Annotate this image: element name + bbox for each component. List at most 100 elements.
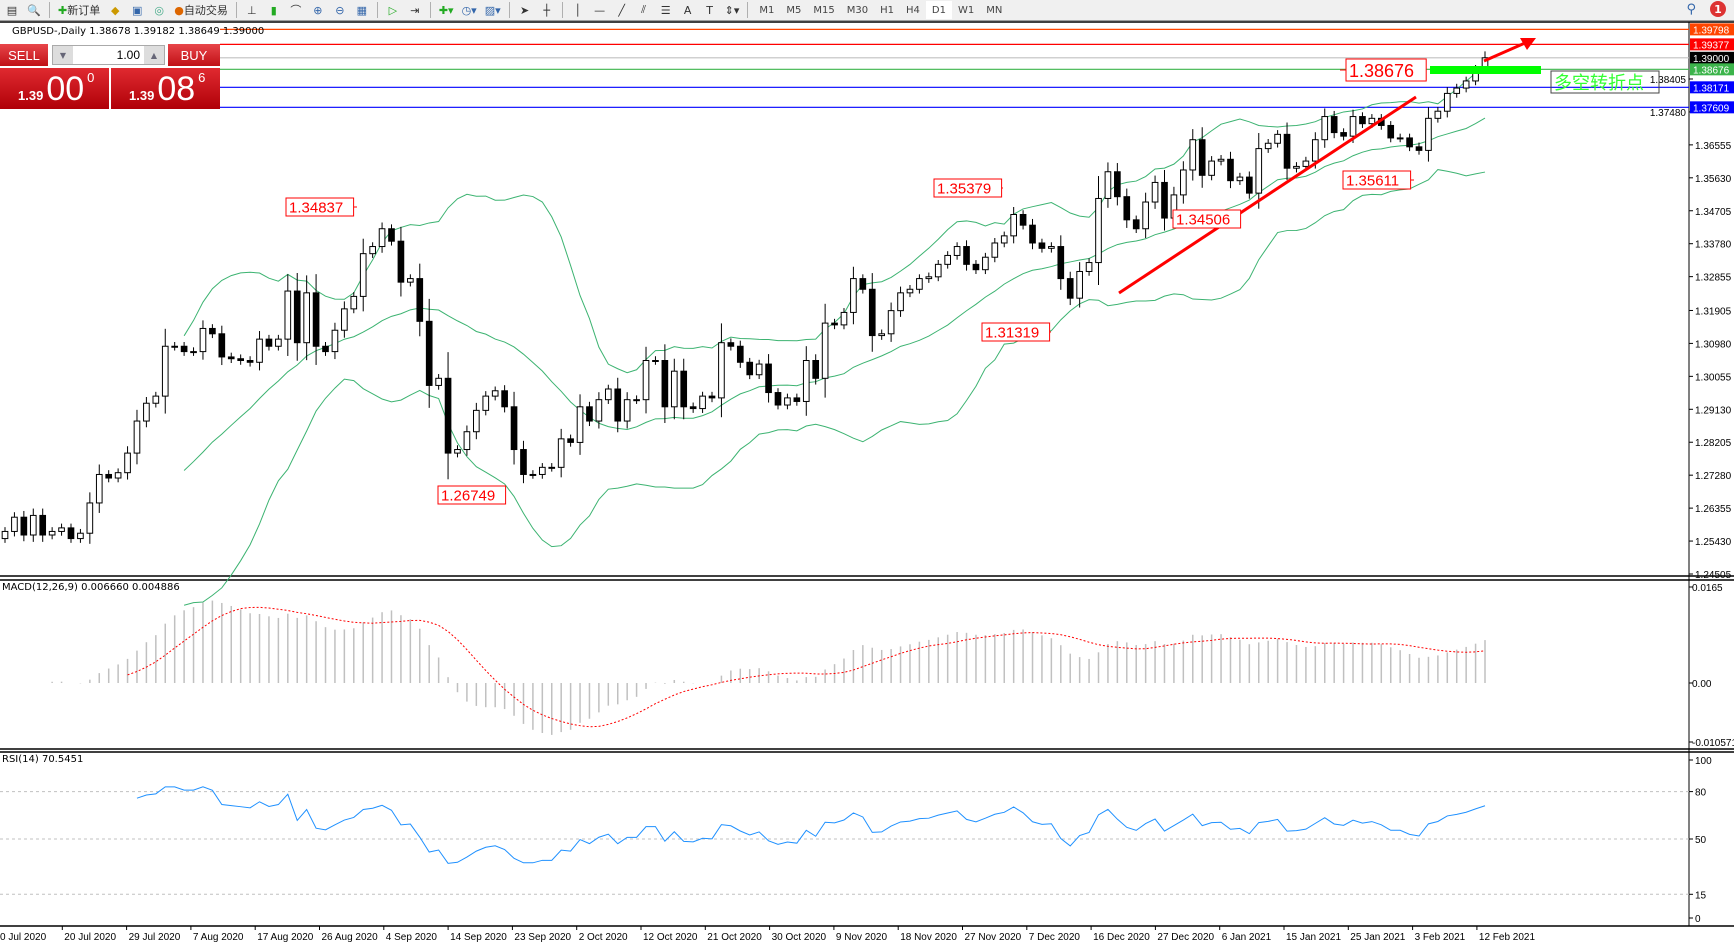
candle [1019, 213, 1027, 226]
timeframe-w1[interactable]: W1 [957, 4, 975, 16]
channel-icon[interactable]: ⫽ [641, 3, 647, 16]
time-axis-label: 17 Aug 2020 [257, 932, 314, 943]
lot-size-input[interactable]: 1.00 [116, 48, 140, 62]
candle [1048, 246, 1055, 249]
text-icon[interactable]: A [683, 3, 692, 17]
arrow-head-icon [1520, 38, 1536, 50]
macd-axis-label: 0.00 [1692, 679, 1712, 690]
price-axis-label: 1.24505 [1695, 570, 1732, 581]
candle [1208, 160, 1215, 176]
arrows-icon[interactable]: ⇕▾ [724, 3, 740, 17]
candle [1010, 213, 1017, 237]
candle [567, 438, 574, 443]
timeframe-h1[interactable]: H1 [880, 4, 894, 16]
price-axis-label: 1.33780 [1695, 240, 1732, 251]
tile-icon[interactable]: ▦ [356, 3, 368, 17]
crosshair-icon[interactable]: ┼ [543, 3, 550, 17]
timeframe-m30[interactable]: M30 [846, 4, 869, 16]
candle [586, 406, 593, 422]
autotrade-icon: ● [174, 3, 184, 17]
bar-chart-icon[interactable]: ⊥ [247, 3, 257, 17]
time-axis-label: 9 Nov 2020 [836, 932, 888, 943]
price-level-tag [1690, 38, 1734, 51]
candle [755, 363, 763, 376]
rsi-axis-label: 80 [1695, 788, 1707, 799]
increase-lot-button[interactable]: ▲ [144, 46, 164, 64]
candle-chart-icon[interactable]: ▮ [270, 3, 277, 17]
candle [1443, 92, 1451, 112]
candle [209, 327, 216, 335]
candle [1236, 176, 1244, 182]
time-axis-label: 27 Dec 2020 [1157, 932, 1214, 943]
indicator-icon[interactable]: ✚▾ [438, 3, 454, 17]
annotation-label: 1.38676 [1349, 61, 1414, 81]
one-click-trading-panel: SELL ▼ 1.00 ▲ BUY 1.39 00 0 1.39 08 6 [0, 44, 220, 109]
time-axis-label: 15 Jan 2021 [1286, 932, 1341, 943]
annotation-label: 1.35379 [937, 181, 991, 198]
shift-icon[interactable]: ⇥ [410, 3, 420, 17]
buy-button[interactable]: BUY [168, 44, 220, 66]
time-axis-label: 27 Nov 2020 [965, 932, 1022, 943]
candle [708, 395, 716, 399]
lot-size-stepper[interactable]: ▼ 1.00 ▲ [52, 45, 165, 65]
candle [180, 345, 188, 353]
candle [765, 363, 772, 394]
chart-icon[interactable]: ▤ [6, 3, 18, 17]
candle [897, 292, 904, 312]
annotation-box [1172, 209, 1242, 229]
cursor-icon[interactable]: ➤ [520, 3, 530, 17]
vline-icon[interactable]: │ [574, 3, 581, 17]
auto-trading-button[interactable]: ● 自动交易 [171, 1, 231, 19]
timeframe-m1[interactable]: M1 [759, 4, 775, 16]
candle [1349, 116, 1357, 137]
candle [1330, 116, 1338, 134]
candle [397, 240, 405, 283]
market-icon[interactable]: ◆ [110, 3, 120, 17]
candle [454, 449, 461, 454]
time-axis-label: 0 Jul 2020 [0, 932, 47, 943]
candle [218, 333, 226, 358]
sell-price[interactable]: 1.39 00 0 [0, 68, 109, 109]
period-icon[interactable]: ◷▾ [461, 3, 477, 17]
new-order-button[interactable]: ✚ 新订单 [55, 1, 103, 19]
template-icon[interactable]: ▨▾ [484, 3, 501, 17]
timeframe-d1[interactable]: D1 [925, 1, 952, 19]
candle [991, 242, 999, 258]
candle [20, 516, 28, 536]
buy-price[interactable]: 1.39 08 6 [111, 68, 220, 109]
signal-icon[interactable]: ◎ [154, 3, 165, 17]
time-axis-label: 16 Dec 2020 [1093, 932, 1150, 943]
timeframe-mn[interactable]: MN [986, 4, 1003, 16]
hline-icon[interactable]: — [594, 3, 606, 17]
fibo-icon[interactable]: ☰ [660, 3, 671, 17]
timeframe-m5[interactable]: M5 [786, 4, 802, 16]
label-icon[interactable]: T [706, 3, 713, 17]
time-axis-label: 30 Oct 2020 [772, 932, 827, 943]
decrease-lot-button[interactable]: ▼ [53, 46, 73, 64]
candle [1161, 181, 1168, 219]
candle [972, 263, 980, 271]
candle [670, 370, 678, 408]
search-icon[interactable]: ⚲ [1686, 1, 1696, 17]
sell-button[interactable]: SELL [0, 44, 48, 66]
time-axis-label: 4 Sep 2020 [386, 932, 438, 943]
line-chart-icon[interactable]: ⌒ [290, 4, 302, 17]
navigator-icon[interactable]: ▣ [132, 3, 143, 17]
trendline-icon[interactable]: ╱ [618, 3, 625, 17]
zoom-in-icon[interactable]: ⊕ [313, 3, 323, 17]
timeframe-h4[interactable]: H4 [905, 4, 920, 16]
price-axis-label: 1.34705 [1695, 207, 1732, 218]
notification-badge[interactable]: 1 [1710, 1, 1726, 17]
candle [1311, 139, 1319, 162]
price-axis-label: 1.29130 [1695, 405, 1732, 416]
zoom-out-icon[interactable]: ⊖ [335, 3, 345, 17]
annotation-box [933, 178, 1003, 198]
time-axis-label: 14 Sep 2020 [450, 932, 507, 943]
autoscroll-icon[interactable]: ▷ [388, 3, 398, 17]
candle [237, 358, 244, 362]
timeframe-m15[interactable]: M15 [813, 4, 835, 16]
price-axis-label: 1.25430 [1695, 537, 1732, 548]
candle [1340, 132, 1347, 137]
profile-icon[interactable]: 🔍 [27, 3, 41, 17]
